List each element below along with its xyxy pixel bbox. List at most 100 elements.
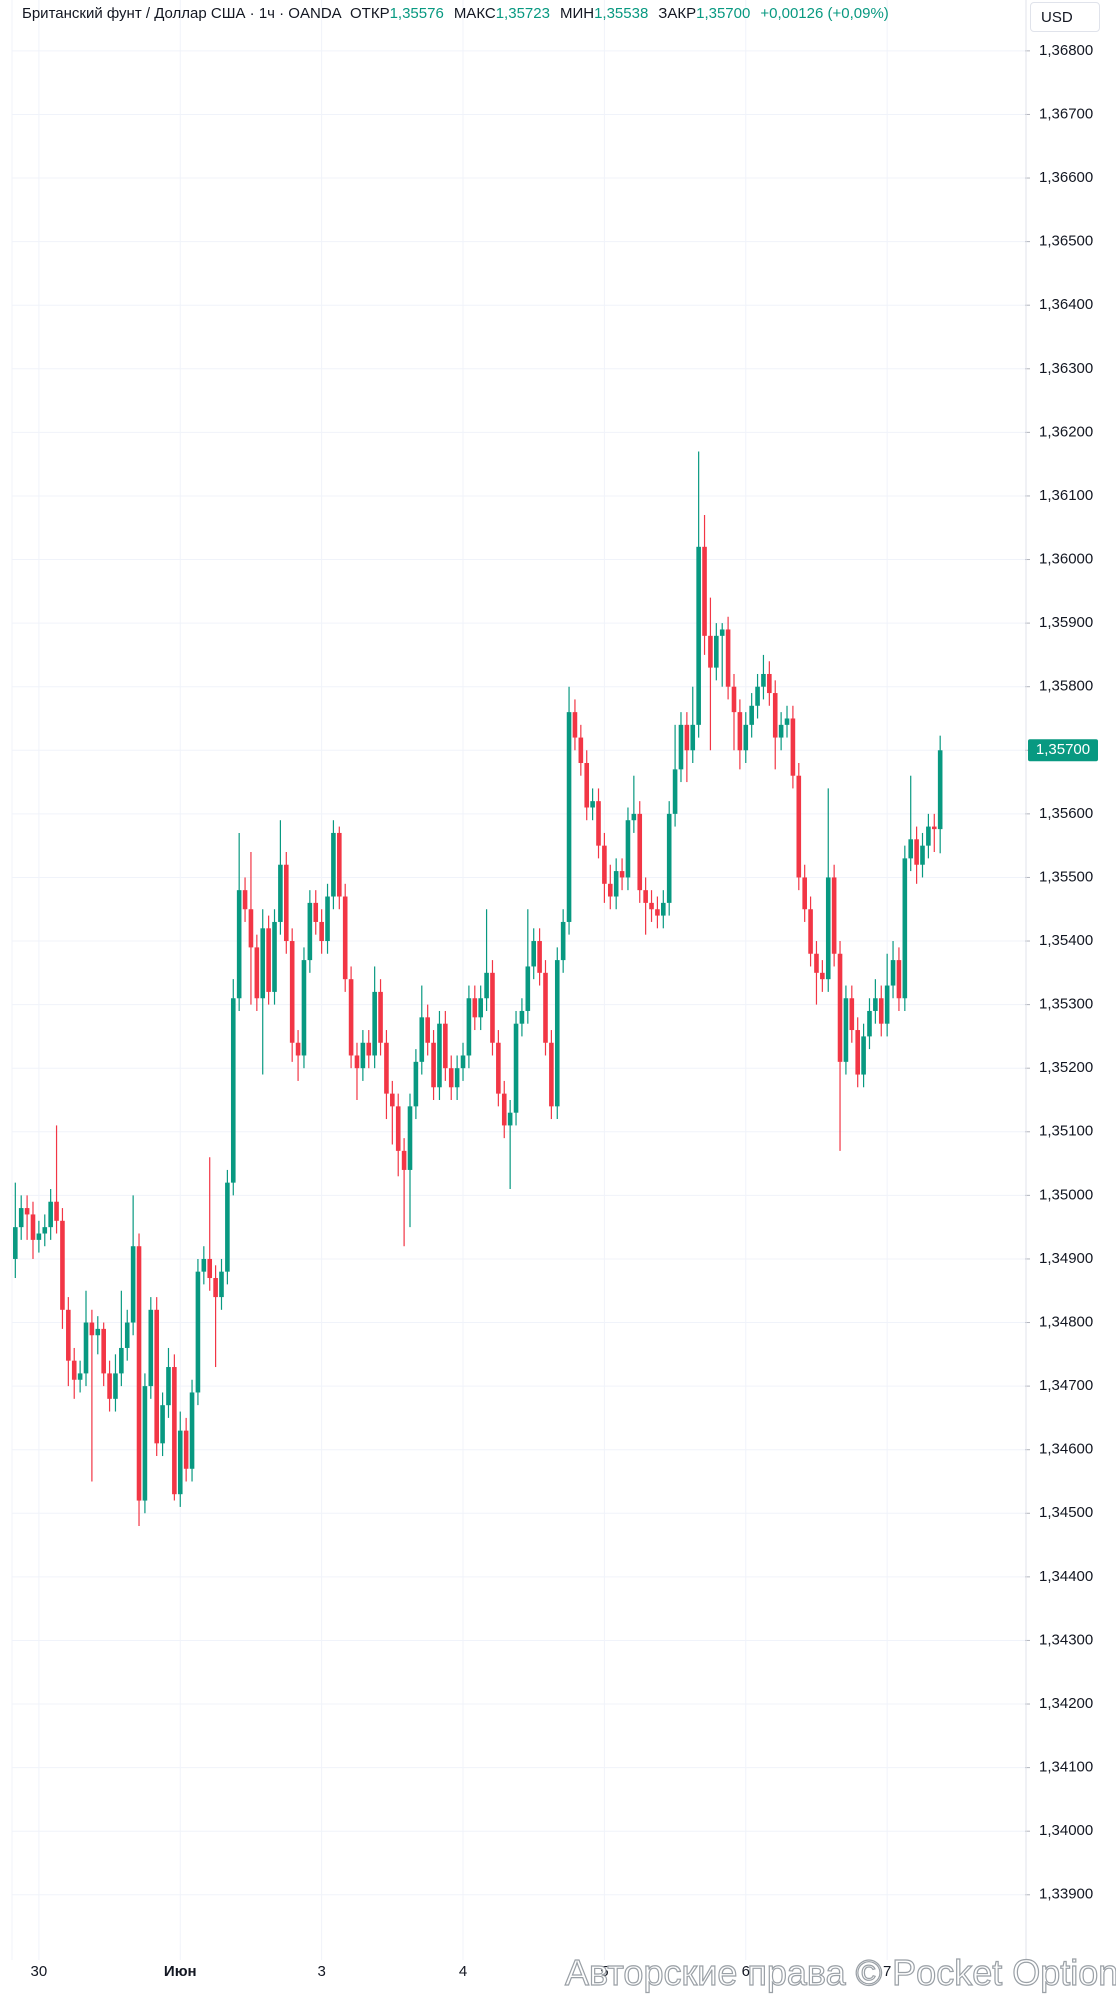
y-tick-label: 1,34000 — [1039, 1822, 1093, 1839]
candle-body — [407, 1106, 413, 1170]
candle-body — [419, 1017, 425, 1062]
candle-body — [849, 998, 855, 1031]
y-tick-label: 1,36500 — [1039, 233, 1093, 250]
candle-body — [395, 1106, 401, 1151]
candle-body — [519, 1010, 525, 1024]
candle-body — [478, 998, 483, 1018]
candle-body — [855, 1030, 861, 1075]
candle-body — [42, 1227, 48, 1234]
candle-body — [566, 712, 572, 922]
candle-body — [920, 845, 925, 865]
x-tick-label: Июн — [164, 1963, 197, 1980]
candle-body — [590, 801, 595, 808]
candle-body — [437, 1023, 442, 1088]
x-tick-label: 5 — [600, 1963, 608, 1980]
y-tick-label: 1,33900 — [1039, 1886, 1093, 1903]
candle-body — [525, 966, 531, 1011]
candle-body — [448, 1068, 454, 1088]
currency-button[interactable]: USD — [1030, 2, 1100, 32]
candle-body — [83, 1322, 89, 1374]
candle-body — [195, 1271, 201, 1393]
candle-body — [896, 960, 902, 999]
candle-body — [878, 998, 884, 1024]
candle-body — [814, 953, 819, 973]
value: 1,35538 — [594, 5, 649, 22]
candle-body — [496, 1042, 501, 1094]
label: ОТКР — [350, 5, 390, 22]
candle-body — [631, 813, 637, 821]
candle-body — [531, 941, 537, 967]
candle-body — [60, 1220, 65, 1310]
candle-body — [843, 998, 849, 1062]
candle-body — [36, 1233, 42, 1240]
candle-body — [714, 635, 719, 668]
candle-body — [543, 972, 548, 1043]
y-tick-label: 1,35300 — [1039, 996, 1093, 1013]
candle-body — [607, 883, 613, 897]
candle-body — [443, 1023, 448, 1069]
candle-body — [931, 826, 937, 830]
candle-body — [154, 1309, 159, 1444]
candle-body — [130, 1246, 136, 1323]
candle-body — [354, 1055, 360, 1069]
candle-body — [95, 1328, 101, 1336]
candle-body — [213, 1278, 218, 1298]
candle-body — [219, 1271, 224, 1298]
candle-body — [719, 629, 725, 636]
candle-body — [142, 1386, 148, 1501]
candle-body — [914, 839, 919, 865]
candle-body — [861, 1036, 866, 1075]
value: 1,35723 — [495, 5, 550, 22]
candle-body — [749, 705, 754, 725]
candle-body — [684, 724, 690, 751]
y-tick-label: 1,34200 — [1039, 1695, 1093, 1712]
candle-body — [584, 762, 590, 808]
candle-body — [384, 1042, 389, 1094]
candle-body — [360, 1042, 366, 1069]
candle-body — [18, 1208, 24, 1228]
y-tick-label: 1,35000 — [1039, 1186, 1093, 1203]
candle-body — [655, 909, 660, 916]
candle-body — [873, 998, 878, 1011]
label: МАКС — [453, 5, 496, 22]
candle-body — [825, 877, 831, 980]
price-tag-label: 1,35700 — [1036, 741, 1090, 758]
candle-body — [767, 673, 772, 694]
candle-body — [319, 921, 324, 942]
candle-body — [696, 546, 701, 725]
y-tick-label: 1,34600 — [1039, 1441, 1093, 1458]
candle-body — [755, 686, 760, 706]
candle-body — [230, 998, 236, 1183]
candle-body — [107, 1373, 112, 1399]
candle-body — [13, 1227, 18, 1259]
y-tick-label: 1,34300 — [1039, 1631, 1093, 1648]
candle-body — [808, 909, 813, 954]
candle-body — [24, 1208, 30, 1215]
candle-body — [295, 1042, 301, 1056]
candle-body — [313, 902, 319, 922]
candle-body — [113, 1373, 118, 1399]
candle-body — [166, 1367, 171, 1406]
y-tick-label: 1,34900 — [1039, 1250, 1093, 1267]
candle-body — [743, 724, 749, 751]
candle-body — [708, 635, 713, 668]
y-tick-label: 1,36400 — [1039, 296, 1093, 313]
candle-body — [283, 864, 289, 942]
candle-body — [101, 1328, 106, 1374]
candle-body — [902, 858, 908, 999]
y-tick-label: 1,35500 — [1039, 868, 1093, 885]
y-tick-label: 1,36600 — [1039, 169, 1093, 186]
candle-body — [702, 546, 707, 636]
candle-body — [625, 820, 631, 878]
watermark: Авторские права © Pocket Option — [564, 1951, 1116, 1993]
candle-body — [207, 1258, 213, 1279]
y-tick-label: 1,34100 — [1039, 1759, 1093, 1776]
candle-body — [725, 629, 731, 687]
candle-body — [884, 985, 890, 1024]
candle-body — [490, 972, 495, 1043]
y-tick-label: 1,36100 — [1039, 487, 1093, 504]
candle-body — [690, 724, 696, 751]
candle-body — [537, 941, 542, 973]
y-tick-label: 1,35900 — [1039, 614, 1093, 631]
